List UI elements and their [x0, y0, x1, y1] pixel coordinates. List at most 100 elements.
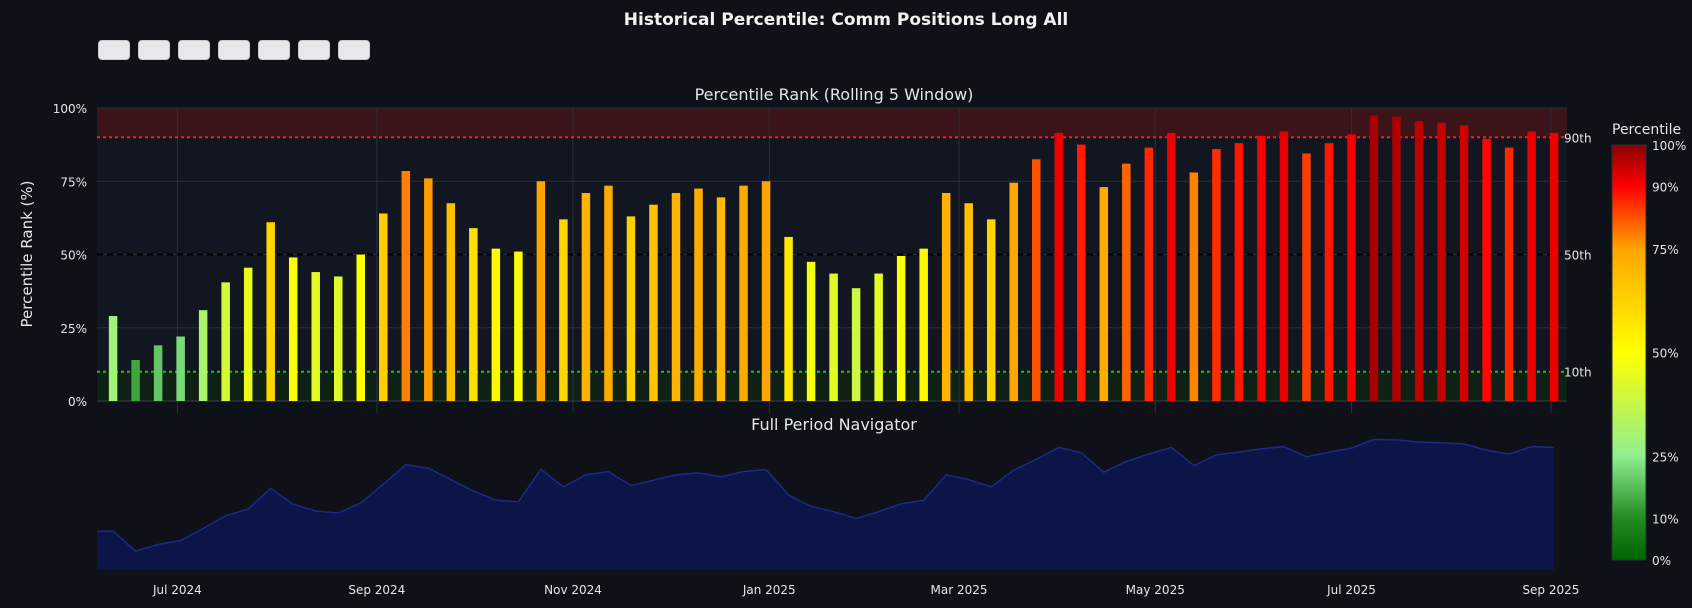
- colorbar-gradient: [1611, 144, 1647, 561]
- bar: [1257, 135, 1266, 401]
- navigator-line: [96, 438, 1555, 553]
- colorbar-tick-label: 0%: [1652, 554, 1671, 568]
- bar: [1392, 116, 1401, 401]
- bar: [1167, 132, 1176, 401]
- bar: [874, 273, 883, 401]
- bar: [739, 185, 748, 401]
- bar: [671, 192, 681, 401]
- bar: [806, 261, 816, 401]
- bar: [1369, 115, 1379, 401]
- range-selector-button[interactable]: [258, 40, 290, 60]
- bar: [604, 185, 613, 401]
- bar: [919, 248, 928, 401]
- bar: [424, 178, 433, 401]
- y-axis-label: Percentile Rank (%): [18, 181, 36, 328]
- x-tick-label: Jul 2025: [1326, 583, 1376, 597]
- bar: [649, 204, 658, 401]
- bar: [243, 267, 253, 401]
- bar: [1054, 132, 1064, 401]
- bar: [401, 170, 411, 401]
- chart-title: Historical Percentile: Comm Positions Lo…: [624, 10, 1068, 30]
- range-selector-button[interactable]: [218, 40, 250, 60]
- bar: [1099, 187, 1109, 401]
- reference-line-label: 50th: [1564, 249, 1592, 263]
- bar: [356, 254, 366, 401]
- range-selector: [98, 40, 370, 60]
- bar: [1459, 125, 1469, 401]
- bar: [288, 257, 298, 401]
- bar: [581, 192, 591, 401]
- x-tick-label: Jan 2025: [742, 583, 796, 597]
- colorbar-tick-label: 90%: [1652, 181, 1679, 195]
- reference-line-label: 10th: [1564, 366, 1592, 380]
- bar: [446, 203, 456, 401]
- bar: [108, 316, 118, 401]
- bar: [784, 236, 793, 401]
- x-tick-label: Sep 2024: [348, 583, 405, 597]
- bar: [1234, 143, 1244, 401]
- bar: [559, 219, 568, 401]
- range-selector-button[interactable]: [338, 40, 370, 60]
- bar: [1482, 138, 1491, 401]
- chart-subtitle: Percentile Rank (Rolling 5 Window): [695, 85, 974, 104]
- colorbar-tick-label: 75%: [1652, 243, 1679, 257]
- bar: [716, 197, 726, 401]
- bar: [491, 248, 501, 401]
- x-tick-label: May 2025: [1126, 583, 1185, 597]
- x-tick-label: Mar 2025: [931, 583, 988, 597]
- bar: [514, 251, 523, 401]
- bar: [851, 288, 861, 401]
- x-tick-label: Jul 2024: [152, 583, 202, 597]
- range-selector-button[interactable]: [298, 40, 330, 60]
- y-tick-label: 25%: [60, 322, 87, 336]
- bar: [1122, 163, 1131, 401]
- y-tick-label: 75%: [60, 175, 87, 189]
- range-selector-button[interactable]: [98, 40, 130, 60]
- navigator-area: [97, 439, 1555, 570]
- bar: [176, 336, 185, 401]
- bar: [1144, 147, 1154, 401]
- bar: [1009, 182, 1018, 401]
- bar: [1324, 143, 1334, 401]
- bar: [1077, 144, 1086, 401]
- colorbar-tick-label: 50%: [1652, 347, 1679, 361]
- highlight-band: [97, 108, 1567, 138]
- bar: [266, 222, 275, 401]
- bar: [1527, 131, 1536, 401]
- bar: [469, 228, 478, 401]
- range-selector-button[interactable]: [138, 40, 170, 60]
- colorbar: Percentile 0% 10% 25% 50% 75% 90% 100%: [1611, 122, 1686, 568]
- bar: [964, 203, 973, 401]
- colorbar-tick-label: 100%: [1652, 139, 1686, 153]
- y-tick-label: 0%: [68, 395, 87, 409]
- y-tick-label: 50%: [60, 249, 87, 263]
- bar: [221, 282, 230, 401]
- bar: [311, 272, 320, 401]
- reference-line-label: 90th: [1564, 131, 1592, 145]
- navigator-title: Full Period Navigator: [751, 415, 917, 434]
- bar: [1032, 159, 1041, 401]
- bar: [1279, 131, 1289, 401]
- colorbar-title: Percentile: [1612, 122, 1681, 138]
- bar: [536, 181, 546, 401]
- bar: [941, 192, 951, 401]
- x-tick-label: Sep 2025: [1522, 583, 1579, 597]
- bar: [379, 213, 388, 401]
- navigator[interactable]: [96, 436, 1567, 570]
- bar: [1189, 172, 1199, 401]
- bar: [1414, 121, 1424, 401]
- bar: [1302, 153, 1311, 401]
- bar: [829, 273, 838, 401]
- main-plot: 0% 25% 50% 75% 100% 90th 50th 10th: [53, 102, 1592, 413]
- bar: [153, 345, 163, 401]
- colorbar-tick-label: 10%: [1652, 513, 1679, 527]
- bar: [896, 255, 906, 401]
- bar: [1212, 149, 1221, 401]
- bar: [626, 216, 636, 401]
- y-tick-label: 100%: [53, 102, 87, 116]
- bar: [333, 276, 343, 401]
- bar: [986, 219, 996, 401]
- range-selector-button[interactable]: [178, 40, 210, 60]
- bar: [198, 310, 208, 401]
